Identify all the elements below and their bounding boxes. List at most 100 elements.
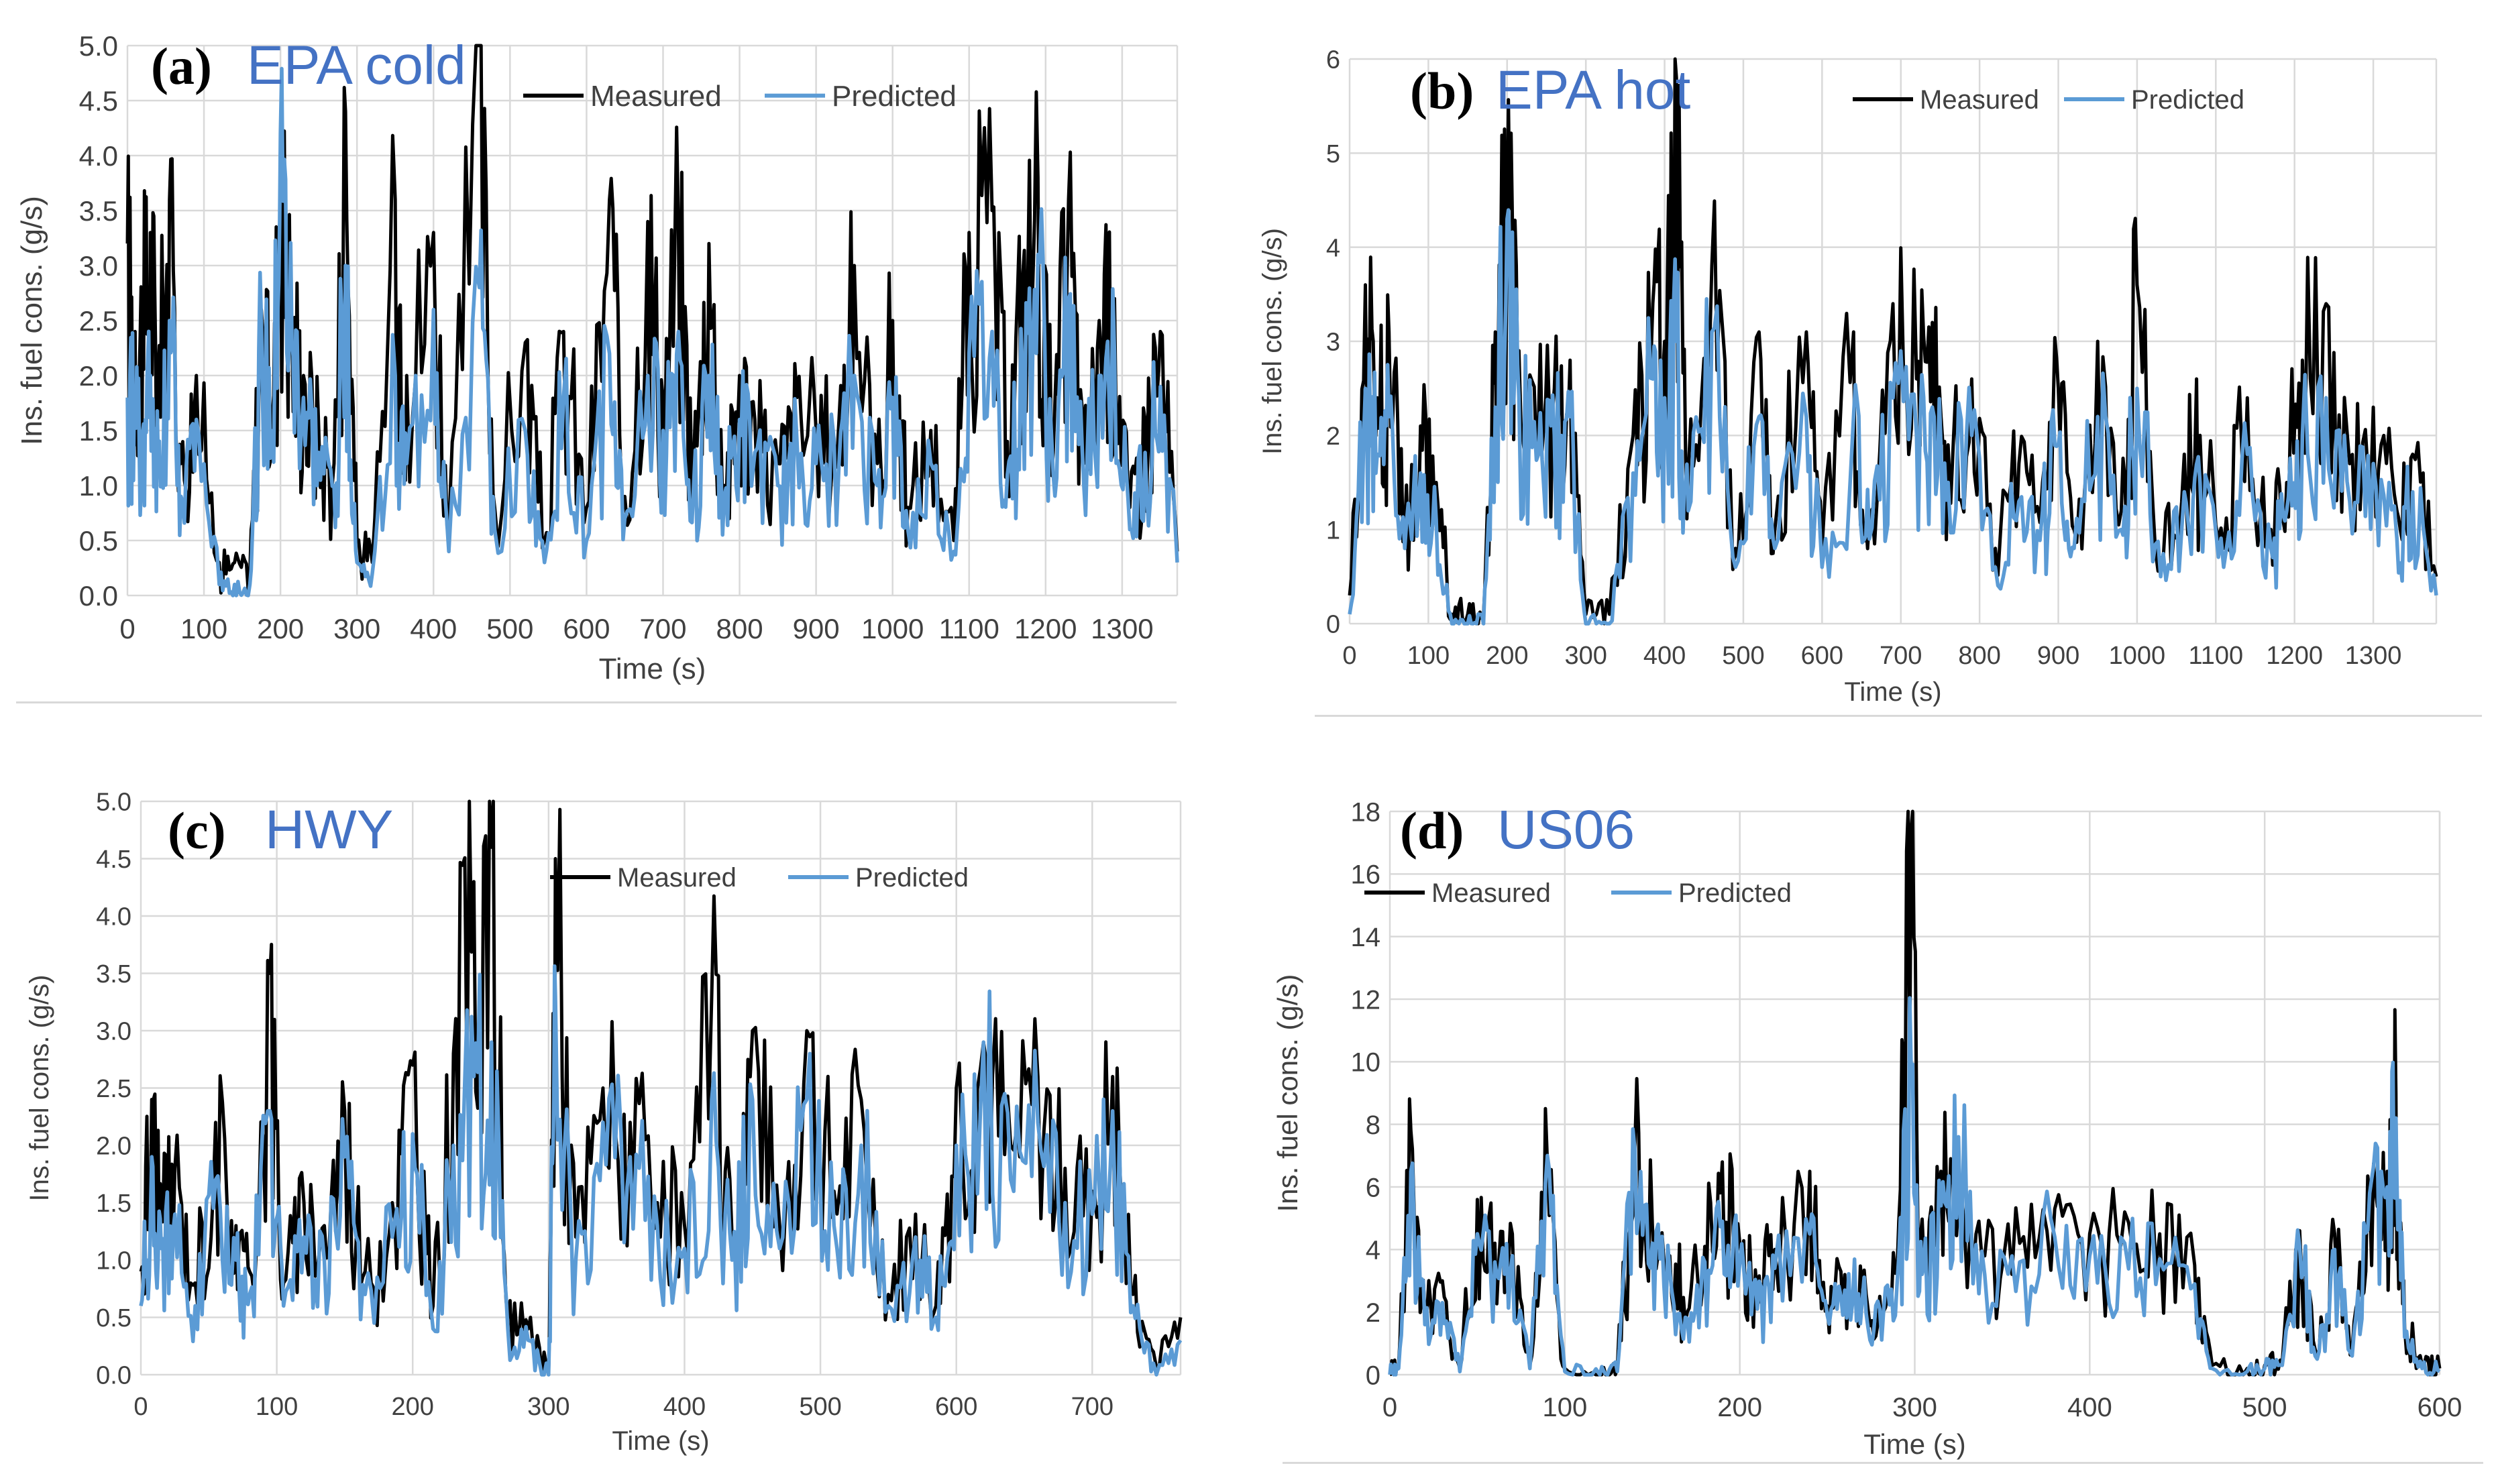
y-tick-label: 1	[1326, 516, 1340, 545]
y-tick-label: 4.5	[79, 85, 118, 117]
panel-title: US06	[1497, 799, 1635, 860]
y-tick-label: 12	[1351, 985, 1381, 1015]
x-tick-label: 100	[1542, 1393, 1587, 1422]
x-tick-label: 1100	[2188, 642, 2243, 670]
y-tick-label: 4	[1326, 234, 1340, 262]
legend-measured-label: Measured	[617, 863, 737, 893]
x-tick-label: 400	[1643, 642, 1686, 670]
x-tick-label: 300	[1892, 1393, 1937, 1422]
y-tick-label: 1.0	[96, 1247, 131, 1275]
x-tick-label: 0	[1342, 642, 1356, 670]
x-tick-label: 700	[1071, 1393, 1114, 1421]
x-tick-label: 100	[256, 1393, 298, 1421]
panel-title: HWY	[265, 799, 393, 860]
chart-panel-b: 0 1 2 3 4 5 6 0 100 200 300 400 500 600 700 800 900 1000 1…	[1249, 0, 2498, 738]
legend-predicted-label: Predicted	[832, 80, 957, 113]
x-tick-label: 200	[1717, 1393, 1762, 1422]
x-axis-title: Time (s)	[1844, 677, 1941, 707]
y-tick-label: 10	[1351, 1048, 1381, 1078]
predicted-series-line	[125, 66, 1179, 597]
x-tick-label: 500	[799, 1393, 841, 1421]
legend-predicted-label: Predicted	[1678, 878, 1792, 908]
y-tick-label: 0.0	[79, 580, 118, 612]
x-tick-label: 900	[2037, 642, 2079, 670]
y-tick-label: 3.0	[96, 1018, 131, 1046]
x-tick-label: 500	[1722, 642, 1764, 670]
y-tick-label: 3	[1326, 329, 1340, 357]
x-tick-label: 100	[1407, 642, 1450, 670]
panel-label: (d)	[1400, 801, 1464, 860]
y-tick-label: 1.5	[79, 415, 118, 447]
chart-b-svg: 0 1 2 3 4 5 6 0 100 200 300 400 500 600 700 800 900 1000 1…	[1258, 46, 2438, 707]
x-tick-label: 1100	[939, 613, 999, 644]
x-tick-label: 400	[2067, 1393, 2112, 1422]
x-tick-label: 1000	[2109, 642, 2166, 670]
x-tick-label: 1000	[861, 613, 924, 644]
y-tick-label: 8	[1366, 1110, 1380, 1140]
y-tick-label: 0	[1366, 1361, 1380, 1390]
chart-d-svg: 0 2 4 6 8 10 12 14 16 18 0 100 200 300 400 500 600 Time (…	[1272, 797, 2462, 1460]
y-tick-label: 2.5	[79, 305, 118, 337]
x-tick-label: 600	[563, 613, 610, 644]
y-tick-label: 5.0	[79, 30, 118, 62]
y-tick-label: 0.0	[96, 1362, 131, 1390]
x-tick-label: 200	[1486, 642, 1528, 670]
panel-title: EPA hot	[1496, 60, 1690, 121]
x-tick-label: 500	[2242, 1393, 2287, 1422]
x-tick-label: 0	[119, 613, 135, 644]
x-tick-label: 1200	[1014, 613, 1077, 644]
y-tick-label: 2	[1366, 1298, 1380, 1328]
y-tick-label: 4.0	[79, 140, 118, 172]
y-tick-label: 4.0	[96, 903, 131, 931]
separator-d	[1283, 1462, 2483, 1464]
y-tick-label: 0.5	[96, 1304, 131, 1332]
predicted-series-line	[139, 964, 1183, 1377]
x-tick-label: 0	[1382, 1393, 1397, 1422]
y-tick-label: 2	[1326, 422, 1340, 451]
chart-panel-a: 0.0 0.5 1.0 1.5 2.0 2.5 3.0 3.5 4.0 4.5 5.0 0 100 200…	[0, 0, 1249, 738]
y-tick-label: 5.0	[96, 789, 131, 817]
y-tick-label: 1.5	[96, 1190, 131, 1218]
predicted-series-line	[1388, 996, 2441, 1377]
x-tick-label: 400	[663, 1393, 706, 1421]
x-axis-title: Time (s)	[599, 652, 706, 685]
x-tick-label: 600	[2418, 1393, 2462, 1422]
chart-panel-d: 0 2 4 6 8 10 12 14 16 18 0 100 200 300 400 500 600 Time (…	[1249, 738, 2498, 1484]
legend-measured-label: Measured	[1920, 85, 2039, 115]
chart-c-svg: 0.0 0.5 1.0 1.5 2.0 2.5 3.0 3.5 4.0 4.5 5.0 0 100 200…	[25, 789, 1183, 1456]
chart-panel-c: 0.0 0.5 1.0 1.5 2.0 2.5 3.0 3.5 4.0 4.5 5.0 0 100 200…	[0, 738, 1249, 1484]
separator-b	[1315, 715, 2482, 717]
x-tick-label: 300	[527, 1393, 569, 1421]
separator-a	[16, 701, 1177, 703]
y-tick-label: 1.0	[79, 470, 118, 502]
x-tick-label: 700	[1880, 642, 1922, 670]
x-tick-label: 1200	[2266, 642, 2323, 670]
x-axis-title: Time (s)	[612, 1426, 709, 1456]
y-tick-label: 3.0	[79, 250, 118, 282]
x-tick-label: 800	[1958, 642, 2000, 670]
x-tick-label: 200	[392, 1393, 434, 1421]
y-axis-title: Ins. fuel cons. (g/s)	[1258, 228, 1287, 455]
x-tick-label: 1300	[2345, 642, 2402, 670]
x-axis-title: Time (s)	[1863, 1428, 1965, 1460]
x-tick-label: 100	[180, 613, 227, 644]
y-axis-title: Ins. fuel cons. (g/s)	[25, 975, 54, 1202]
legend-measured-label: Measured	[590, 80, 722, 113]
x-tick-label: 400	[410, 613, 457, 644]
y-axis-title: Ins. fuel cons. (g/s)	[15, 196, 48, 445]
x-tick-label: 800	[716, 613, 763, 644]
x-tick-label: 300	[1564, 642, 1607, 670]
x-tick-label: 600	[1801, 642, 1843, 670]
y-tick-label: 3.5	[79, 195, 118, 227]
x-tick-label: 500	[486, 613, 533, 644]
x-tick-label: 1300	[1091, 613, 1153, 644]
y-tick-label: 14	[1351, 923, 1381, 952]
x-tick-label: 600	[935, 1393, 977, 1421]
x-tick-label: 0	[133, 1393, 148, 1421]
y-tick-label: 4	[1366, 1236, 1380, 1265]
panel-title: EPA cold	[247, 35, 466, 96]
y-tick-label: 16	[1351, 860, 1381, 890]
x-tick-label: 200	[257, 613, 304, 644]
panel-label: (c)	[168, 801, 226, 860]
y-tick-label: 6	[1366, 1173, 1380, 1202]
